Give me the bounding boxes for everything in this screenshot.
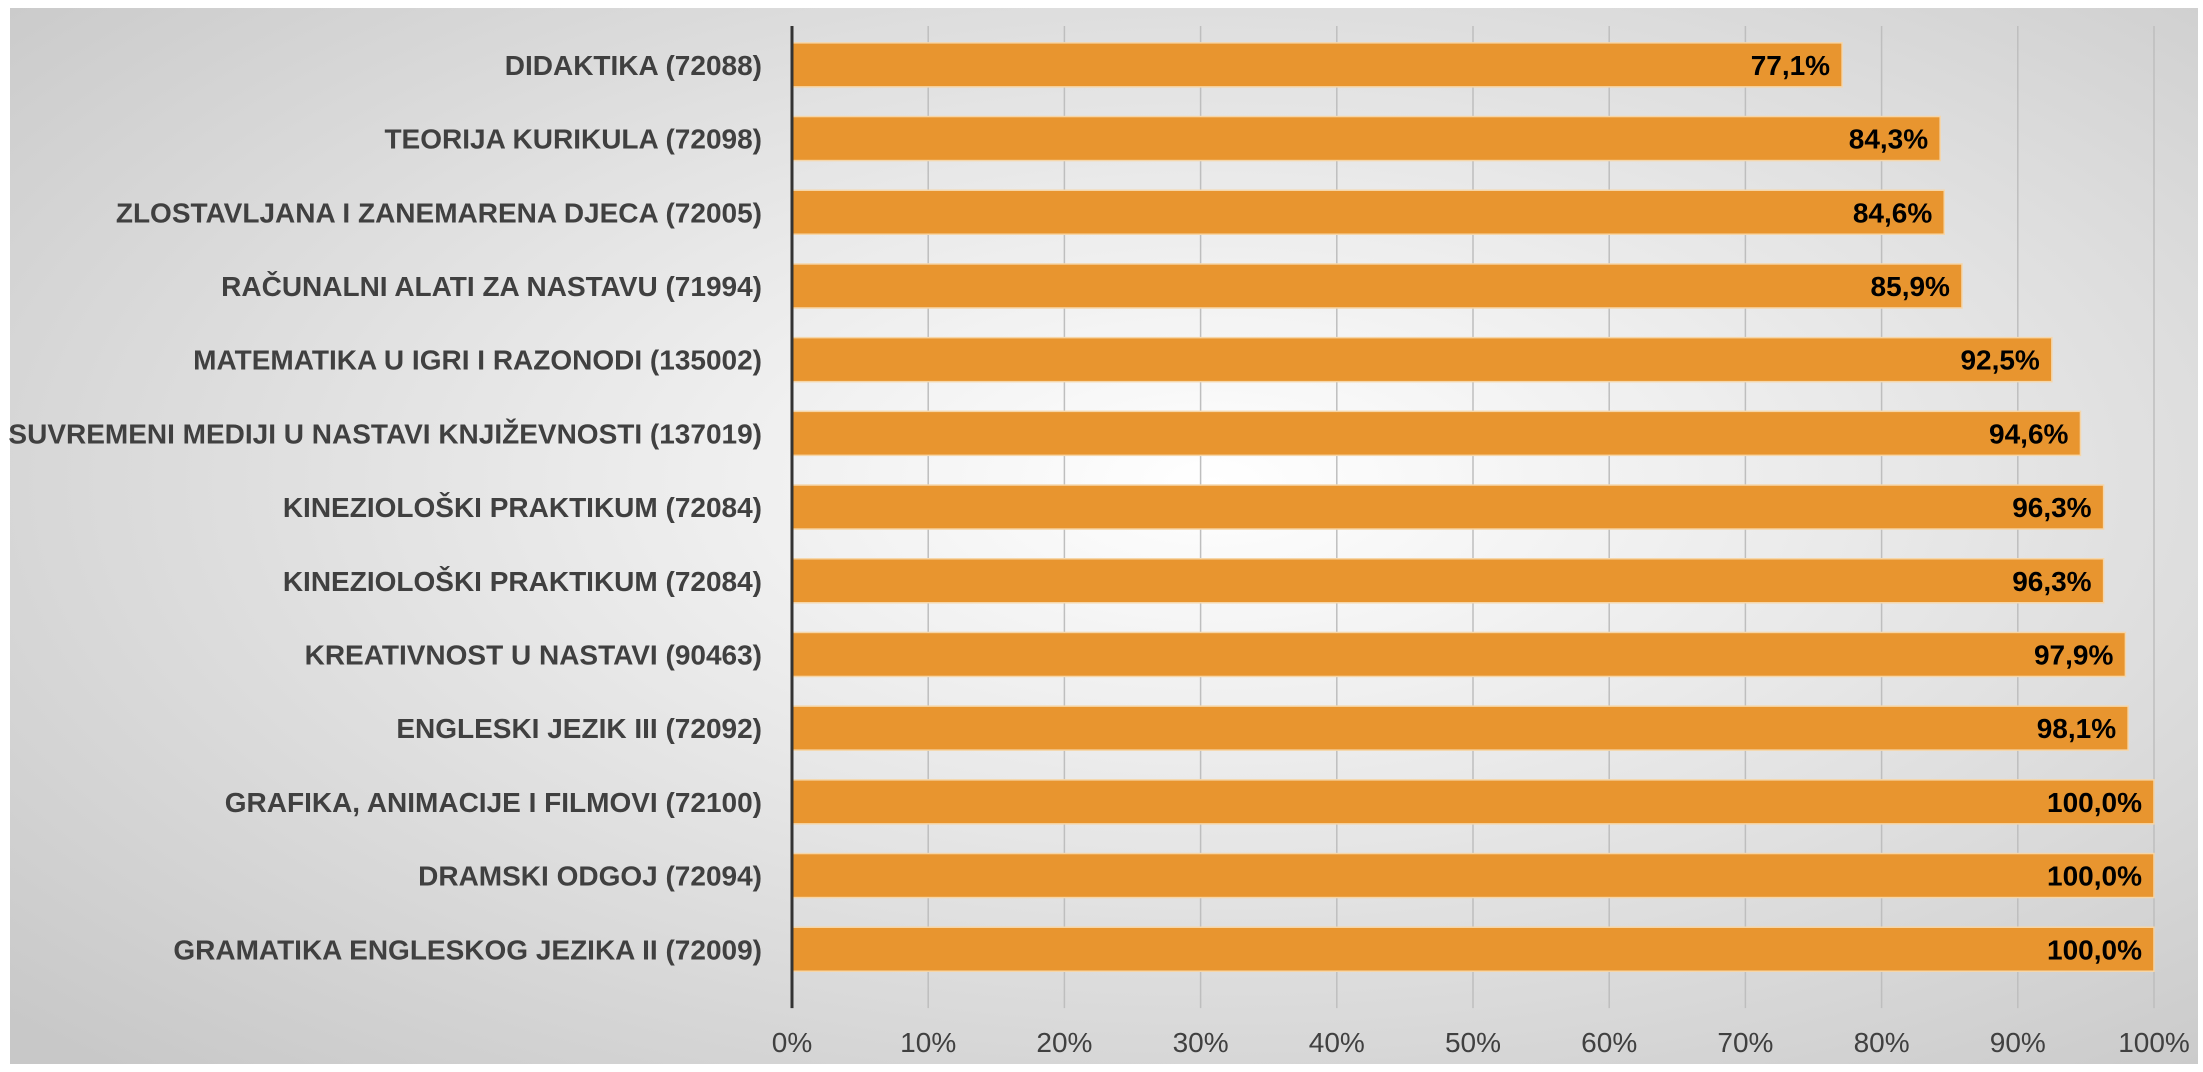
bar — [791, 926, 2155, 972]
data-label: 85,9% — [1871, 271, 1950, 302]
bar — [791, 484, 2105, 530]
category-label: SUVREMENI MEDIJI U NASTAVI KNJIŽEVNOSTI … — [8, 418, 762, 449]
category-label: GRAFIKA, ANIMACIJE I FILMOVI (72100) — [225, 787, 762, 818]
bar — [791, 189, 1946, 235]
data-label: 100,0% — [2047, 861, 2142, 892]
data-label: 94,6% — [1989, 418, 2068, 449]
category-label: DRAMSKI ODGOJ (72094) — [418, 861, 762, 892]
x-tick-label: 60% — [1581, 1027, 1637, 1058]
category-label: RAČUNALNI ALATI ZA NASTAVU (71994) — [221, 270, 762, 302]
data-label: 77,1% — [1751, 50, 1830, 81]
category-label: MATEMATIKA U IGRI I RAZONODI (135002) — [193, 345, 762, 376]
category-label: TEORIJA KURIKULA (72098) — [384, 124, 762, 155]
data-label: 84,3% — [1849, 124, 1928, 155]
category-label: ENGLESKI JEZIK III (72092) — [396, 713, 762, 744]
bar — [791, 336, 2053, 383]
category-label: KINEZIOLOŠKI PRAKTIKUM (72084) — [283, 565, 762, 597]
x-tick-label: 30% — [1173, 1027, 1229, 1058]
x-tick-label: 20% — [1036, 1027, 1092, 1058]
data-label: 98,1% — [2037, 713, 2116, 744]
data-label: 96,3% — [2012, 566, 2091, 597]
x-tick-label: 0% — [772, 1027, 812, 1058]
x-tick-label: 80% — [1854, 1027, 1910, 1058]
x-tick-label: 70% — [1717, 1027, 1773, 1058]
category-label: DIDAKTIKA (72088) — [505, 50, 762, 81]
chart-background — [10, 8, 2198, 1064]
bar — [791, 42, 1843, 88]
bars — [791, 42, 2155, 972]
bar — [791, 779, 2155, 825]
data-label: 92,5% — [1960, 345, 2039, 376]
data-label: 97,9% — [2034, 639, 2113, 670]
x-tick-label: 100% — [2118, 1027, 2190, 1058]
data-label: 100,0% — [2047, 934, 2142, 965]
data-label: 84,6% — [1853, 197, 1932, 228]
data-label: 100,0% — [2047, 787, 2142, 818]
x-tick-label: 10% — [900, 1027, 956, 1058]
bar — [791, 263, 1963, 309]
x-tick-label: 50% — [1445, 1027, 1501, 1058]
x-tick-label: 40% — [1309, 1027, 1365, 1058]
bar — [791, 852, 2155, 899]
bar — [791, 631, 2127, 678]
category-label: GRAMATIKA ENGLESKOG JEZIKA II (72009) — [173, 934, 762, 965]
x-tick-label: 90% — [1990, 1027, 2046, 1058]
category-label: KREATIVNOST U NASTAVI (90463) — [305, 639, 762, 670]
bar — [791, 115, 1941, 162]
category-label: ZLOSTAVLJANA I ZANEMARENA DJECA (72005) — [116, 197, 762, 228]
bar — [791, 410, 2082, 457]
category-label: KINEZIOLOŠKI PRAKTIKUM (72084) — [283, 491, 762, 523]
bar — [791, 558, 2105, 604]
data-label: 96,3% — [2012, 492, 2091, 523]
bar — [791, 705, 2129, 751]
labels: 0% 10% 20% 30% 40% 50% 60% 70% 80% 90% 100% DIDAKTI… — [8, 50, 2189, 1058]
